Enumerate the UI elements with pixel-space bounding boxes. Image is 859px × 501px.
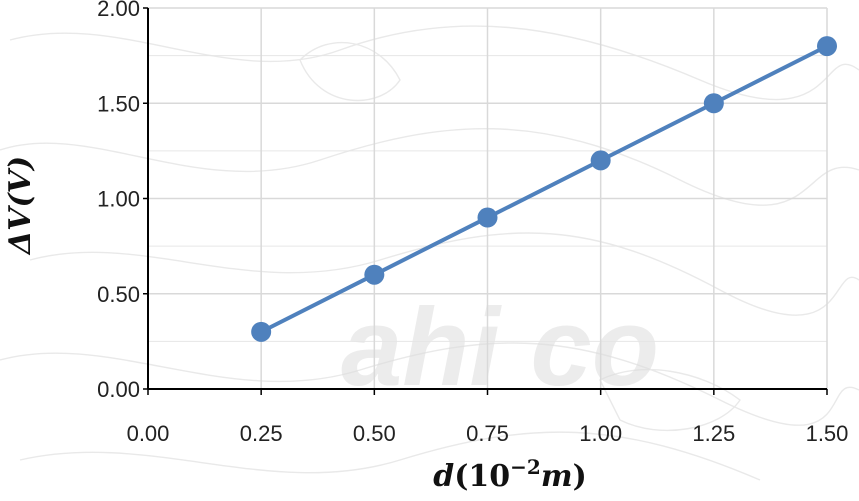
- grid: [148, 7, 828, 389]
- x-tick-label-6: 1.50: [806, 421, 849, 446]
- watermark-text: ahi co: [341, 286, 659, 409]
- x-axis-title-paren-close: ): [573, 459, 587, 494]
- data-point-4: [703, 93, 724, 114]
- x-axis-title-base: 10: [468, 459, 510, 494]
- x-tick-label-1: 0.25: [240, 421, 283, 446]
- y-tick-label-0: 0.00: [97, 377, 140, 402]
- data-point-0: [251, 321, 272, 342]
- series: [251, 36, 837, 342]
- y-tick-label-2: 1.00: [97, 187, 140, 212]
- y-tick-label-3: 1.50: [97, 91, 140, 116]
- axes: [143, 7, 828, 395]
- x-tick-label-3: 0.75: [466, 421, 509, 446]
- x-tick-label-5: 1.25: [692, 421, 735, 446]
- x-axis-title-unit: m: [541, 459, 573, 494]
- x-axis-title-paren-open: (: [454, 459, 468, 494]
- series-line-0: [260, 44, 828, 334]
- x-tick-label-2: 0.50: [353, 421, 396, 446]
- y-tick-labels: 0.00 0.50 1.00 1.50 2.00: [97, 0, 140, 402]
- y-tick-label-4: 2.00: [97, 0, 140, 21]
- data-point-5: [817, 36, 837, 57]
- x-axis-title: d(10−2m): [433, 455, 587, 494]
- x-tick-label-4: 1.00: [579, 421, 622, 446]
- y-tick-label-1: 0.50: [97, 282, 140, 307]
- data-point-2: [477, 207, 498, 228]
- x-axis-title-exponent: −2: [510, 455, 541, 479]
- y-axis-title: ΔV(V): [3, 156, 38, 256]
- x-tick-labels: 0.00 0.25 0.50 0.75 1.00 1.25 1.50: [127, 421, 849, 446]
- x-axis-title-main: d: [433, 459, 454, 494]
- x-tick-label-0: 0.00: [127, 421, 170, 446]
- data-point-1: [364, 264, 385, 285]
- data-point-3: [590, 150, 611, 171]
